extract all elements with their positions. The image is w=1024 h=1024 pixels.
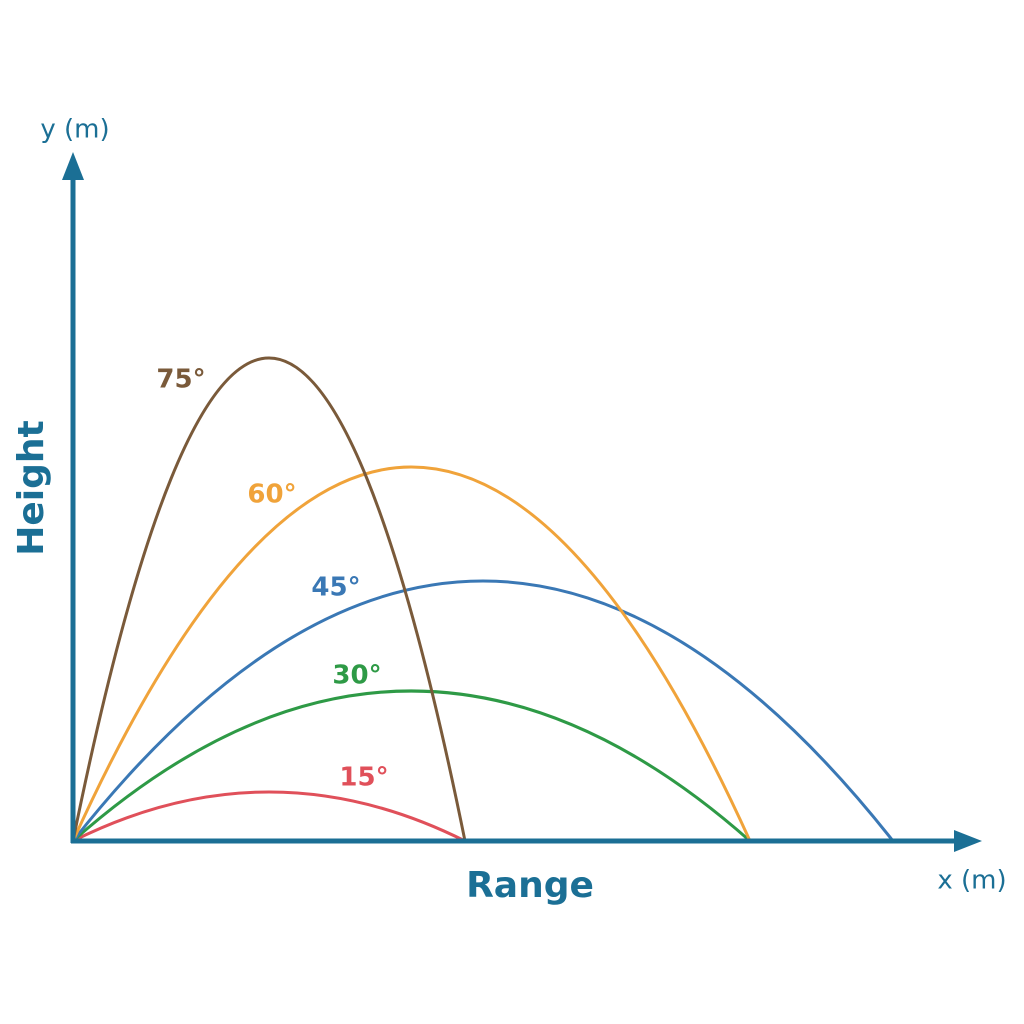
trajectory-45 (71, 579, 895, 842)
angle-label: 15° (339, 763, 388, 793)
x-axis-arrow (954, 830, 982, 852)
y-unit: y (m) (40, 115, 109, 145)
trajectory-15 (72, 790, 466, 843)
trajectory-30 (72, 689, 751, 843)
x-unit: x (m) (937, 866, 1006, 896)
angle-label: 45° (311, 573, 360, 603)
trajectory-60 (71, 465, 752, 842)
angle-label: 60° (247, 480, 296, 510)
y-title: Height (11, 420, 52, 556)
x-title: Range (466, 865, 594, 906)
trajectory-75 (71, 356, 467, 842)
y-axis-arrow (62, 152, 84, 180)
angle-label: 30° (332, 661, 381, 691)
angle-label: 75° (156, 365, 205, 395)
